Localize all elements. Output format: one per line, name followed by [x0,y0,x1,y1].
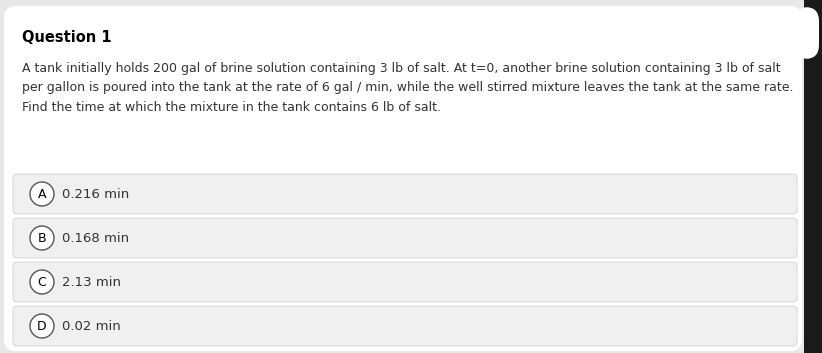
Text: A: A [38,187,46,201]
FancyBboxPatch shape [795,7,819,59]
Text: A tank initially holds 200 gal of brine solution containing 3 lb of salt. At t=0: A tank initially holds 200 gal of brine … [22,62,793,114]
Text: 0.168 min: 0.168 min [62,232,129,245]
Text: D: D [37,319,47,333]
FancyBboxPatch shape [4,6,802,351]
Circle shape [30,182,54,206]
Circle shape [30,314,54,338]
Text: B: B [38,232,46,245]
Text: Question 1: Question 1 [22,30,112,45]
FancyBboxPatch shape [13,262,797,302]
Circle shape [30,226,54,250]
Circle shape [30,270,54,294]
FancyBboxPatch shape [13,174,797,214]
Text: C: C [38,275,46,288]
Bar [804,0,822,353]
Text: 2.13 min: 2.13 min [62,275,121,288]
FancyBboxPatch shape [13,306,797,346]
Text: 0.216 min: 0.216 min [62,187,129,201]
Text: 0.02 min: 0.02 min [62,319,121,333]
FancyBboxPatch shape [13,218,797,258]
